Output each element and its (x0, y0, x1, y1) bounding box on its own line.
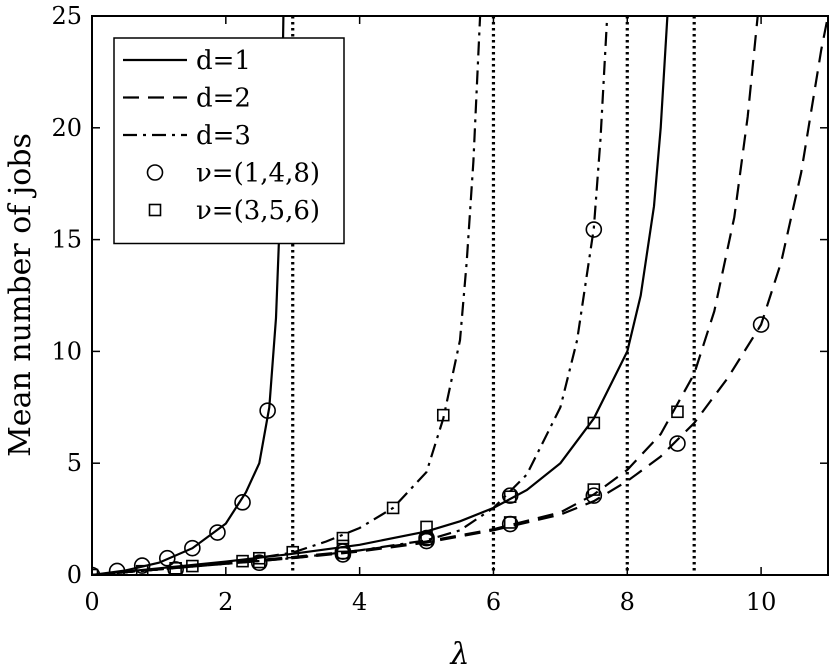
circle-marker (669, 435, 686, 452)
square-marker (503, 490, 517, 504)
legend-label: ν=(1,4,8) (196, 159, 320, 189)
y-tick-label: 5 (67, 449, 82, 477)
square-marker (420, 532, 433, 546)
circle-marker (250, 554, 268, 572)
square-marker (252, 551, 266, 565)
capacity-lines (291, 16, 696, 575)
legend-box (113, 37, 345, 245)
series-line-dashed-4 (92, 16, 759, 575)
circle-marker (158, 549, 176, 567)
x-tick-label: 0 (84, 588, 99, 616)
square-marker (135, 564, 149, 575)
y-axis-title: Mean number of jobs (3, 133, 38, 457)
circle-marker (259, 402, 276, 419)
square-marker (587, 416, 601, 430)
y-tick-label: 10 (51, 337, 82, 365)
square-marker (386, 501, 400, 515)
x-tick-label: 2 (218, 588, 233, 616)
x-tick-label: 6 (486, 588, 501, 616)
y-tick-label: 0 (67, 561, 82, 589)
square-marker (503, 516, 517, 529)
square-marker (436, 408, 450, 422)
x-axis-title: λ (449, 637, 469, 665)
square-marker (336, 546, 350, 560)
circle-marker (184, 539, 201, 557)
legend-label: d=1 (196, 46, 251, 76)
circle-marker (585, 221, 603, 238)
circle-marker (234, 494, 251, 511)
x-tick-label: 8 (620, 588, 635, 616)
circle-marker (167, 561, 184, 575)
circle-marker (133, 557, 151, 574)
square-marker (587, 483, 601, 496)
legend-label: d=3 (196, 121, 251, 151)
square-marker (186, 559, 199, 573)
circle-marker (501, 487, 519, 504)
square-marker (336, 539, 350, 553)
square-marker (336, 531, 350, 545)
axis-ticks: 0 2 4 6 8 10 0 5 10 15 20 25 (51, 2, 828, 616)
circle-marker (752, 316, 770, 333)
legend-label: ν=(3,5,6) (196, 196, 320, 226)
circle-marker (209, 524, 226, 541)
circle-marker (585, 487, 603, 504)
plot-markers (92, 221, 770, 575)
circle-marker (418, 529, 435, 547)
square-marker (671, 405, 684, 419)
x-tick-label: 10 (746, 588, 777, 616)
legend-swatch-circle (146, 164, 164, 181)
legend-label: d=2 (196, 84, 251, 114)
legend: d=1 d=2 d=3 ν=(1,4,8) ν=(3,5,6) (113, 37, 345, 245)
square-marker (420, 520, 433, 534)
y-tick-label: 15 (51, 226, 82, 254)
series-line-solid-2 (92, 16, 669, 575)
y-tick-label: 25 (51, 2, 82, 30)
y-tick-label: 20 (51, 114, 82, 142)
series-line-dashdot-6 (92, 16, 482, 575)
square-marker (286, 545, 300, 559)
square-marker (169, 561, 182, 575)
plot-frame (91, 15, 829, 576)
x-tick-label: 4 (352, 588, 367, 616)
square-marker (236, 554, 249, 568)
circle-marker (108, 562, 126, 575)
legend-swatch-square (148, 203, 162, 217)
